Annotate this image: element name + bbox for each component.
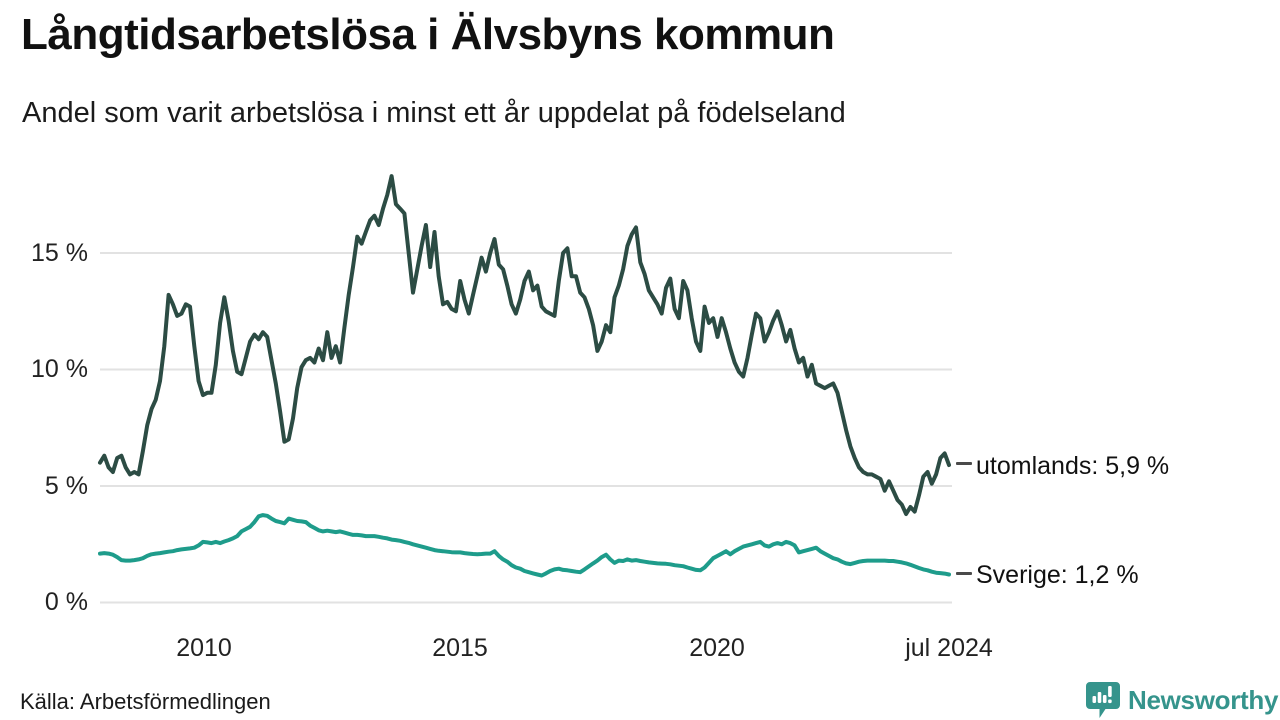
y-axis-tick-label-10: 10 %	[31, 355, 88, 383]
page-subtitle: Andel som varit arbetslösa i minst ett å…	[22, 97, 846, 129]
y-axis-tick-label-15: 15 %	[31, 239, 88, 267]
series-line-sverige	[98, 513, 951, 578]
x-axis-tick-label-2020: 2020	[689, 634, 745, 662]
newsworthy-pin-icon	[1086, 681, 1120, 718]
y-axis-tick-label-0: 0 %	[44, 588, 88, 616]
series-line-utomlands	[98, 174, 951, 516]
x-axis-tick-label-jul-2024: jul 2024	[905, 634, 993, 662]
page-title: Långtidsarbetslösa i Älvsbyns kommun	[21, 10, 835, 59]
newsworthy-logo[interactable]: Newsworthy	[1086, 681, 1279, 718]
x-axis-tick-label-2010: 2010	[176, 634, 232, 662]
newsworthy-wordmark: Newsworthy	[1128, 684, 1279, 715]
series-end-label-utomlands: utomlands: 5,9 %	[976, 452, 1170, 480]
source-note: Källa: Arbetsförmedlingen	[20, 689, 271, 714]
utomlands-label-dash-icon	[956, 462, 972, 465]
y-axis-tick-label-5: 5 %	[44, 472, 88, 500]
sverige-label-dash-icon	[956, 572, 972, 575]
x-axis-tick-label-2015: 2015	[432, 634, 488, 662]
series-end-label-sverige: Sverige: 1,2 %	[976, 561, 1139, 589]
